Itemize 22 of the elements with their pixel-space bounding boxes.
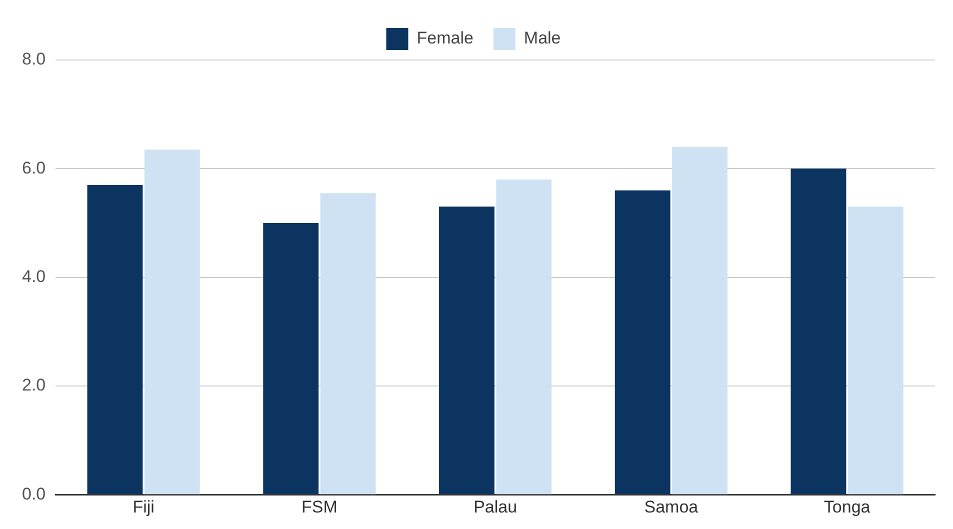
bar: [320, 193, 376, 494]
bar: [672, 146, 728, 494]
x-tick-label: Samoa: [644, 497, 699, 516]
bar: [496, 180, 552, 494]
legend-label: Female: [416, 28, 474, 48]
x-tick-label: Tonga: [824, 497, 871, 516]
y-tick-label: 4.0: [22, 266, 46, 286]
bar: [439, 206, 494, 494]
bar: [87, 184, 143, 494]
y-tick-label: 8.0: [22, 50, 46, 69]
x-tick-label: Palau: [474, 497, 518, 516]
bar: [848, 206, 904, 494]
y-tick-label: 2.0: [22, 376, 46, 395]
x-tick-label: Fiji: [132, 497, 154, 516]
bar: [790, 168, 846, 494]
y-tick-label: 0.0: [22, 484, 46, 504]
bar: [263, 222, 319, 494]
bar: [614, 190, 670, 494]
legend-label: Male: [524, 28, 561, 48]
x-tick-label: FSM: [301, 497, 338, 516]
y-tick-label: 6.0: [22, 158, 46, 178]
bar: [144, 150, 200, 494]
